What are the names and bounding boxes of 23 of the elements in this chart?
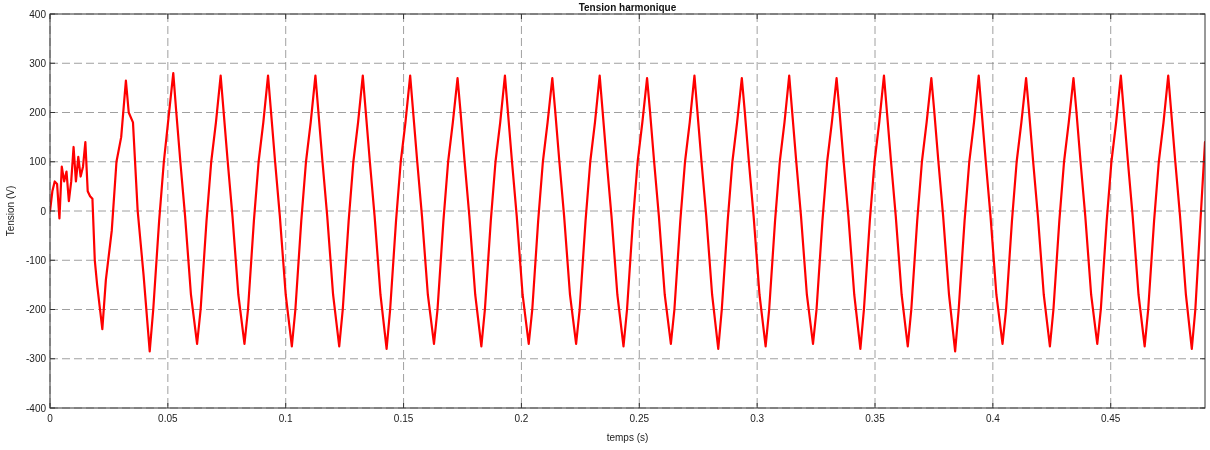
x-tick-label: 0.45 bbox=[1100, 413, 1121, 424]
y-tick-label: 400 bbox=[29, 8, 47, 20]
x-tick-label: 0.15 bbox=[393, 413, 414, 424]
x-tick-label: 0 bbox=[47, 413, 54, 424]
y-tick-label: -100 bbox=[25, 254, 47, 266]
x-tick-label: 0.2 bbox=[514, 413, 529, 424]
y-tick-label: 0 bbox=[40, 205, 47, 217]
x-tick-label: 0.4 bbox=[985, 413, 1001, 424]
x-axis-title: temps (s) bbox=[606, 432, 649, 443]
x-tick-label: 0.05 bbox=[158, 413, 179, 424]
x-tick-label: 0.1 bbox=[278, 413, 294, 424]
y-tick-label: -400 bbox=[25, 402, 47, 414]
y-tick-label: 200 bbox=[29, 107, 47, 118]
x-tick-label: 0.25 bbox=[629, 413, 650, 424]
line-series bbox=[50, 72, 1205, 353]
y-tick-label: 300 bbox=[29, 57, 47, 69]
y-tick-label: 100 bbox=[29, 156, 47, 168]
y-tick-label: -200 bbox=[25, 304, 47, 315]
y-tick-label: -300 bbox=[25, 353, 47, 365]
y-axis-title: Tension (V) bbox=[5, 185, 16, 237]
chart-title: Tension harmonique bbox=[578, 2, 677, 13]
x-tick-label: 0.35 bbox=[865, 413, 886, 424]
x-tick-label: 0.3 bbox=[750, 413, 765, 424]
